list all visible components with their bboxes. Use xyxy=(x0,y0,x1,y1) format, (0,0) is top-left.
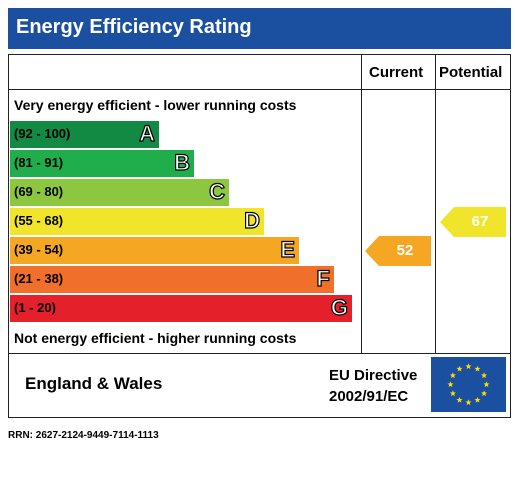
marker-arrow-icon xyxy=(365,236,379,266)
band-letter: G xyxy=(330,294,348,320)
band-range-label: (69 - 80) xyxy=(14,184,64,199)
band-range-label: (1 - 20) xyxy=(14,300,56,315)
column-header-current: Current xyxy=(369,64,424,81)
divider-current xyxy=(361,55,362,353)
rrn-reference: RRN: 2627-2124-9449-7114-1113 xyxy=(8,430,159,441)
page-title: Energy Efficiency Rating xyxy=(16,16,252,38)
flag-star-icon xyxy=(465,399,472,406)
band-c: (69 - 80) C xyxy=(10,178,229,206)
flag-star-icon xyxy=(474,365,481,372)
directive-line-2: 2002/91/EC xyxy=(329,388,409,405)
current-rating-value: 52 xyxy=(396,242,414,259)
footer-rule xyxy=(9,353,510,354)
flag-star-icon xyxy=(465,363,472,370)
inefficient-caption: Not energy efficient - higher running co… xyxy=(14,330,297,346)
current-rating-marker: 52 xyxy=(365,236,431,266)
potential-rating-value: 67 xyxy=(471,213,489,230)
divider-potential xyxy=(435,55,436,353)
band-b: (81 - 91) B xyxy=(10,149,194,177)
marker-body: 67 xyxy=(454,207,506,237)
band-d: (55 - 68) D xyxy=(10,207,264,235)
flag-star-icon xyxy=(456,396,463,403)
column-header-potential: Potential xyxy=(439,64,503,81)
directive-line-1: EU Directive xyxy=(329,367,418,384)
rating-table: Current Potential Very energy efficient … xyxy=(8,54,511,418)
band-range-label: (81 - 91) xyxy=(14,155,64,170)
marker-arrow-icon xyxy=(440,207,454,237)
region-label: England & Wales xyxy=(25,374,163,393)
marker-body: 52 xyxy=(379,236,431,266)
title-bar: Energy Efficiency Rating xyxy=(8,8,511,49)
band-letter: C xyxy=(209,178,226,204)
flag-star-icon xyxy=(449,372,456,379)
band-letter: E xyxy=(280,236,296,262)
flag-star-icon xyxy=(483,381,490,388)
band-letter: D xyxy=(244,207,261,233)
flag-star-icon xyxy=(449,390,456,397)
band-range-label: (21 - 38) xyxy=(14,271,64,286)
flag-star-icon xyxy=(481,372,488,379)
band-range-label: (92 - 100) xyxy=(14,126,71,141)
flag-star-icon xyxy=(474,396,481,403)
eu-flag-icon xyxy=(431,357,506,412)
header-rule xyxy=(9,89,510,90)
efficient-caption: Very energy efficient - lower running co… xyxy=(14,97,297,113)
band-f: (21 - 38) F xyxy=(10,265,334,293)
band-range-label: (39 - 54) xyxy=(14,242,64,257)
band-letter: B xyxy=(174,149,191,175)
band-letter: F xyxy=(316,265,331,291)
potential-rating-marker: 67 xyxy=(440,207,506,237)
band-range-label: (55 - 68) xyxy=(14,213,64,228)
flag-star-icon xyxy=(456,365,463,372)
band-letter: A xyxy=(139,120,156,146)
flag-star-icon xyxy=(481,390,488,397)
band-a: (92 - 100) A xyxy=(10,120,159,148)
band-e: (39 - 54) E xyxy=(10,236,299,264)
flag-star-icon xyxy=(447,381,454,388)
band-g: (1 - 20) G xyxy=(10,294,352,322)
eu-directive: EU Directive 2002/91/EC xyxy=(329,365,417,407)
